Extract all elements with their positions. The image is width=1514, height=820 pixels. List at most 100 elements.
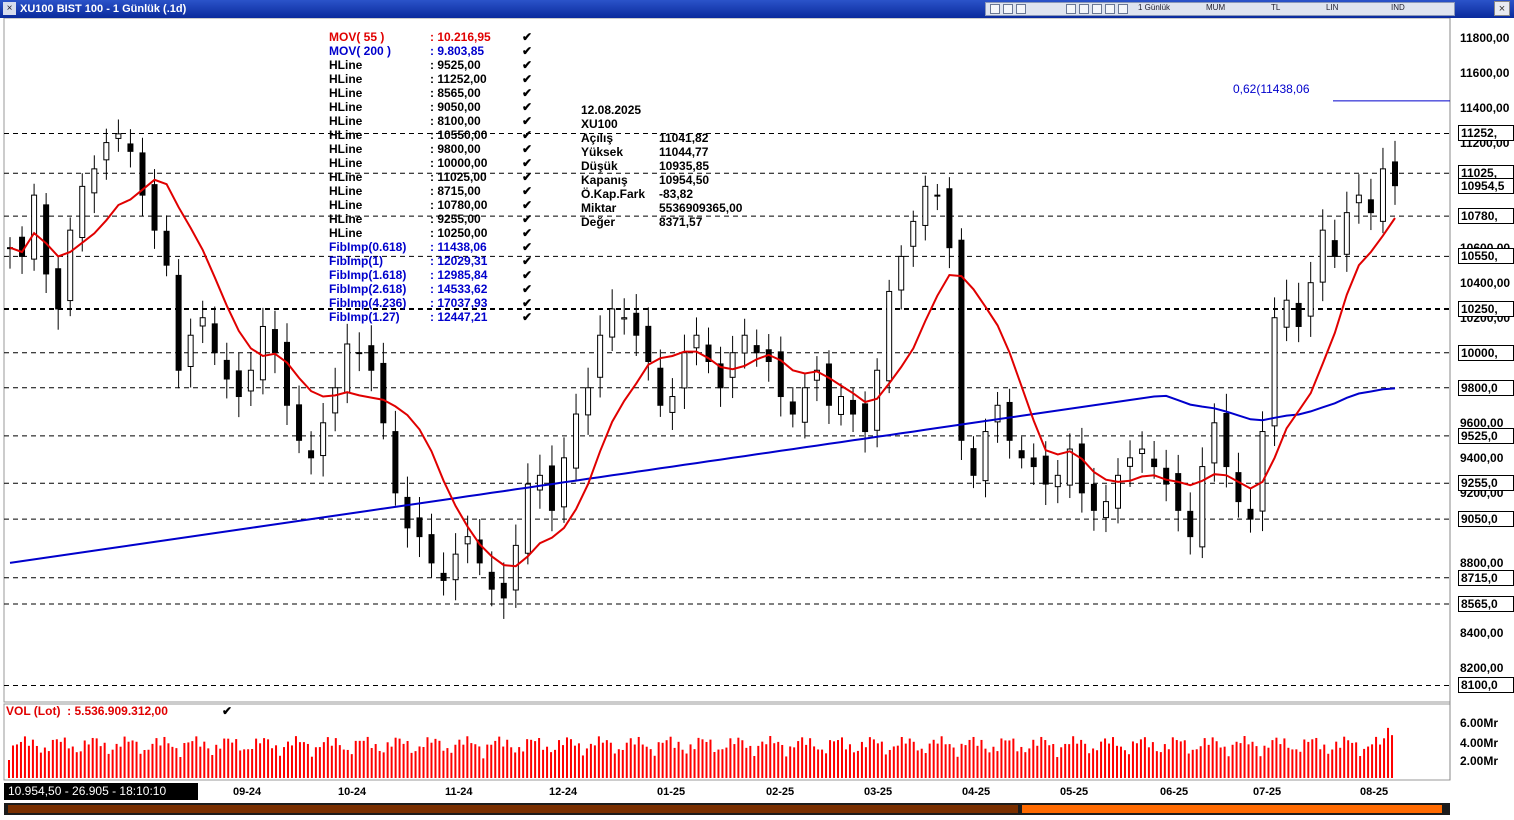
candle xyxy=(1271,297,1278,447)
close-icon[interactable]: × xyxy=(1494,1,1510,16)
volume-bar xyxy=(187,742,190,778)
pencil-icon[interactable] xyxy=(1092,4,1102,14)
candle xyxy=(31,183,38,271)
export-icon[interactable] xyxy=(1016,4,1026,14)
candle xyxy=(452,533,459,601)
legend-value: : 11252,00 xyxy=(430,72,487,86)
check-icon[interactable]: ✔ xyxy=(522,100,533,114)
volume-bar xyxy=(522,751,525,778)
period-selector[interactable]: 1 Günlük xyxy=(1138,3,1171,12)
chart-type-selector[interactable]: MUM xyxy=(1206,3,1226,12)
volume-bar xyxy=(546,746,549,778)
scroll-thumb[interactable] xyxy=(1022,805,1442,813)
volume-check-icon[interactable]: ✔ xyxy=(222,704,233,718)
currency-selector[interactable]: TL xyxy=(1271,3,1281,12)
check-icon[interactable]: ✔ xyxy=(522,268,533,282)
volume-bar xyxy=(569,739,572,778)
legend-name: FibImp(1.27) xyxy=(329,310,400,324)
zoom-in-icon[interactable] xyxy=(1066,4,1076,14)
check-icon[interactable]: ✔ xyxy=(522,170,533,184)
check-icon[interactable]: ✔ xyxy=(522,226,533,240)
axis-tick: 8800,00 xyxy=(1460,555,1504,570)
volume-bar xyxy=(980,739,983,778)
hline-label: 10954,5 xyxy=(1458,177,1514,194)
hline-label: 9800,0 xyxy=(1458,379,1514,396)
volume-bar xyxy=(1359,756,1362,778)
volume-bar xyxy=(641,744,644,778)
volume-bar xyxy=(498,736,501,778)
volume-bar xyxy=(900,736,903,778)
legend-name: HLine xyxy=(329,170,363,184)
volume-bar xyxy=(868,737,871,778)
check-icon[interactable]: ✔ xyxy=(522,142,533,156)
candle xyxy=(825,350,832,424)
volume-bar xyxy=(1351,742,1354,778)
candle xyxy=(597,315,604,398)
scale-selector[interactable]: LIN xyxy=(1326,3,1339,12)
check-icon[interactable]: ✔ xyxy=(522,282,533,296)
volume-bar xyxy=(1287,747,1290,778)
volume-bar xyxy=(1367,746,1370,778)
volume-bar xyxy=(833,741,836,778)
check-icon[interactable]: ✔ xyxy=(522,128,533,142)
candle xyxy=(1392,140,1398,205)
line-icon[interactable] xyxy=(1118,4,1128,14)
check-icon[interactable]: ✔ xyxy=(522,184,533,198)
volume-bar xyxy=(928,743,931,778)
volume-bar xyxy=(330,745,333,778)
save-icon[interactable] xyxy=(1003,4,1013,14)
volume-bar xyxy=(960,743,963,778)
check-icon[interactable]: ✔ xyxy=(522,58,533,72)
volume-bar xyxy=(633,744,636,778)
volume-bar xyxy=(625,742,628,778)
check-icon[interactable]: ✔ xyxy=(522,30,533,44)
window-icon[interactable]: × xyxy=(3,2,16,15)
check-icon[interactable]: ✔ xyxy=(522,86,533,100)
info-symbol: XU100 xyxy=(581,117,618,131)
volume-bar xyxy=(637,736,640,778)
candle xyxy=(55,256,62,330)
volume-bar xyxy=(713,752,716,778)
indicator-button[interactable]: IND xyxy=(1391,3,1405,12)
volume-bar xyxy=(243,749,246,778)
check-icon[interactable]: ✔ xyxy=(522,114,533,128)
volume-bar xyxy=(809,738,812,778)
crosshair-icon[interactable] xyxy=(1105,4,1115,14)
volume-bar xyxy=(1096,750,1099,778)
info-label: Kapanış xyxy=(581,173,628,187)
volume-bar xyxy=(442,750,445,778)
check-icon[interactable]: ✔ xyxy=(522,72,533,86)
check-icon[interactable]: ✔ xyxy=(522,44,533,58)
candle xyxy=(163,215,170,277)
candle xyxy=(1090,467,1097,531)
fib-annotation: 0,62(11438,06 xyxy=(1233,82,1310,96)
check-icon[interactable]: ✔ xyxy=(522,212,533,226)
volume-bar xyxy=(1383,738,1386,778)
check-icon[interactable]: ✔ xyxy=(522,198,533,212)
draw-icon[interactable] xyxy=(990,4,1000,14)
check-icon[interactable]: ✔ xyxy=(522,240,533,254)
check-icon[interactable]: ✔ xyxy=(522,254,533,268)
volume-bar xyxy=(761,741,764,778)
zoom-out-icon[interactable] xyxy=(1079,4,1089,14)
scroll-track[interactable] xyxy=(8,805,1018,813)
volume-bar xyxy=(1175,740,1178,778)
candle xyxy=(1151,441,1158,479)
volume-bar xyxy=(781,744,784,778)
volume-bar xyxy=(1151,742,1154,778)
volume-bar xyxy=(577,743,580,778)
volume-bar xyxy=(1379,744,1382,778)
check-icon[interactable]: ✔ xyxy=(522,310,533,324)
volume-bar xyxy=(681,749,684,778)
info-value: 8371,57 xyxy=(659,215,703,229)
info-value: 10935,85 xyxy=(659,159,710,173)
volume-bar xyxy=(876,743,879,778)
horizontal-scrollbar[interactable] xyxy=(4,803,1450,815)
check-icon[interactable]: ✔ xyxy=(522,296,533,310)
candle xyxy=(404,476,411,548)
legend-value: : 12985,84 xyxy=(430,268,488,282)
volume-bar xyxy=(398,738,401,778)
volume-bar xyxy=(1163,744,1166,778)
price-chart[interactable] xyxy=(0,18,1514,820)
check-icon[interactable]: ✔ xyxy=(522,156,533,170)
